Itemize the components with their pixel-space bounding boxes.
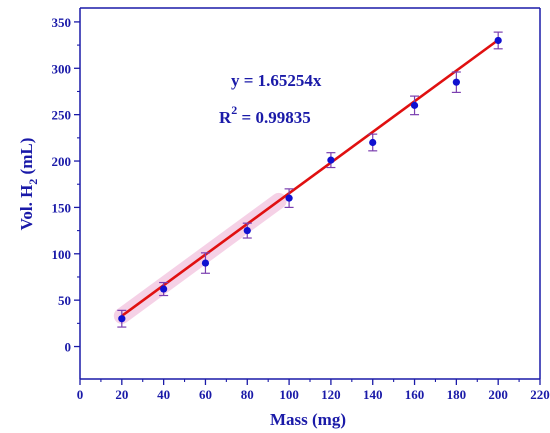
data-point — [285, 194, 293, 202]
r-squared-label: R — [219, 108, 232, 127]
y-axis-title-sub: 2 — [26, 179, 40, 185]
r-squared-annotation: R2 = 0.99835 — [219, 103, 311, 127]
y-tick-label: 150 — [52, 200, 72, 215]
x-tick-label: 100 — [279, 387, 299, 402]
r-squared-superscript: 2 — [231, 103, 237, 117]
fit-line — [121, 38, 499, 317]
y-axis-title: Vol. H2 (mL) — [17, 138, 40, 231]
x-tick-label: 140 — [363, 387, 383, 402]
data-point-group — [242, 222, 252, 239]
y-axis-title-main: Vol. H — [17, 185, 36, 231]
x-axis-title: Mass (mg) — [270, 410, 346, 429]
x-tick-label: 120 — [321, 387, 341, 402]
data-point — [160, 285, 168, 293]
data-point-group — [117, 309, 127, 328]
data-point-group — [410, 95, 420, 116]
y-tick-label: 100 — [52, 247, 72, 262]
data-point-group — [368, 133, 378, 152]
x-tick-label: 0 — [77, 387, 84, 402]
data-point — [118, 315, 126, 323]
data-point — [452, 78, 460, 86]
y-tick-label: 200 — [52, 154, 72, 169]
fit-equation: y = 1.65254x — [231, 71, 322, 90]
y-tick-label: 0 — [65, 340, 72, 355]
r-squared-value: = 0.99835 — [237, 108, 310, 127]
data-point-group — [200, 252, 210, 274]
y-tick-label: 250 — [52, 108, 72, 123]
x-tick-label: 220 — [530, 387, 550, 402]
x-tick-label: 180 — [447, 387, 467, 402]
data-point — [494, 36, 502, 45]
data-point-group — [326, 152, 336, 169]
fit-line-group — [121, 38, 499, 317]
y-tick-label: 50 — [58, 293, 71, 308]
data-point — [201, 259, 210, 267]
data-point — [243, 227, 251, 235]
x-tick-label: 60 — [199, 387, 212, 402]
y-tick-label: 300 — [52, 61, 72, 76]
x-tick-label: 20 — [115, 387, 128, 402]
data-point-group — [451, 71, 461, 94]
x-tick-label: 200 — [488, 387, 508, 402]
data-points — [117, 31, 503, 328]
x-tick-label: 160 — [405, 387, 425, 402]
data-point-group — [159, 281, 169, 297]
data-point-group — [493, 31, 503, 50]
y-axis-title-tail: (mL) — [17, 138, 36, 179]
x-tick-label: 80 — [241, 387, 254, 402]
data-point — [369, 138, 377, 147]
data-point — [327, 156, 335, 164]
x-tick-label: 40 — [157, 387, 170, 402]
y-tick-label: 350 — [52, 15, 72, 30]
data-point-group — [284, 188, 294, 209]
data-point — [410, 101, 419, 109]
axes: 0 20 40 60 80 100 120 140 160 180 200 2200501001502… — [52, 7, 550, 402]
